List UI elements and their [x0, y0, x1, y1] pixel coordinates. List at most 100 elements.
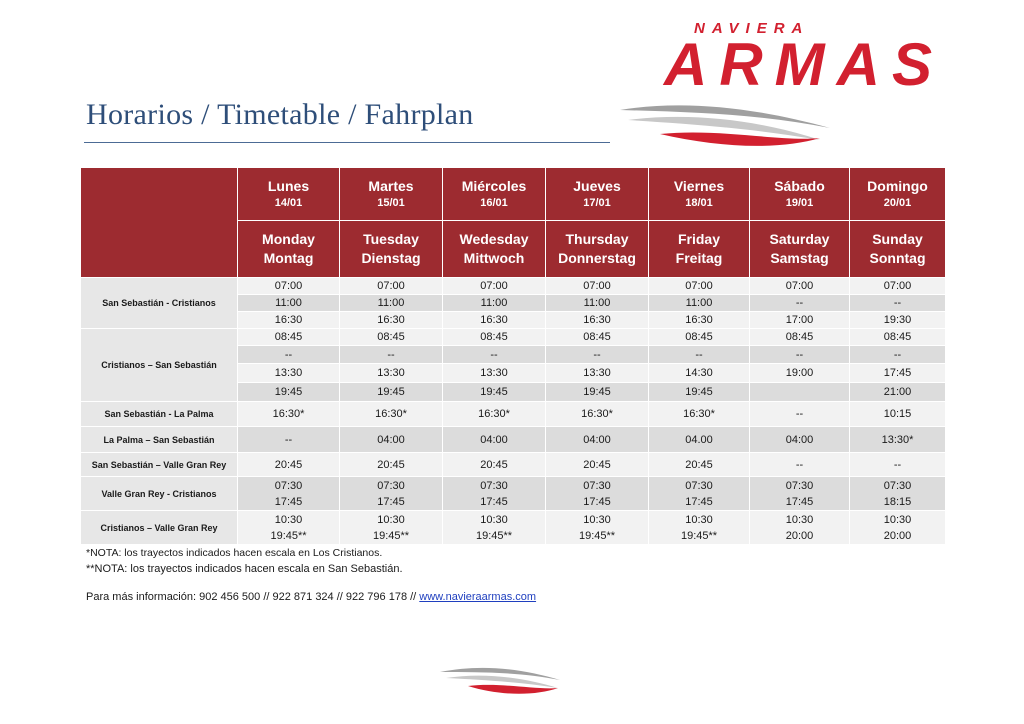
table-row: 13:30 13:30 13:30 13:30 14:30 19:00 17:45	[81, 363, 946, 383]
time-cell: 17:45	[849, 363, 946, 383]
time-cell: 07:00	[442, 277, 546, 295]
header-day-es: Viernes 18/01	[648, 167, 750, 221]
time-cell: 19:30	[849, 311, 946, 329]
time-cell: 10:30 19:45**	[339, 510, 443, 545]
day-name-es: Martes	[368, 177, 414, 194]
day-date: 18/01	[685, 196, 713, 209]
route-name: Cristianos – San Sebastián	[80, 328, 238, 402]
time-cell: --	[749, 345, 850, 364]
time-cell: 16:30*	[237, 401, 340, 427]
time-cell: 04:00	[442, 426, 546, 453]
time-cell: 08:45	[545, 328, 649, 346]
time-cell: 11:00	[339, 294, 443, 312]
table-row: 19:45 19:45 19:45 19:45 19:45 21:00	[81, 382, 946, 402]
time-cell: 04:00	[545, 426, 649, 453]
time-cell: 07:30 17:45	[442, 476, 546, 511]
header-day-en-de: Tuesday Dienstag	[339, 220, 443, 278]
note-2: **NOTA: los trayectos indicados hacen es…	[86, 563, 403, 575]
time-cell: --	[545, 345, 649, 364]
time-cell: 14:30	[648, 363, 750, 383]
time-cell: 11:00	[648, 294, 750, 312]
time-cell: 08:45	[849, 328, 946, 346]
day-date: 19/01	[785, 196, 814, 209]
route-name: San Sebastián - La Palma	[80, 401, 238, 427]
table-row: La Palma – San Sebastián -- 04:00 04:00 04:0…	[80, 426, 946, 453]
time-cell: 07:30 18:15	[849, 476, 946, 511]
time-cell: 07:00	[339, 277, 443, 295]
time-cell: 07:30 17:45	[237, 476, 340, 511]
timetable: Lunes 14/01 Martes 15/01 Miércoles 16/01 Jueve…	[80, 167, 946, 545]
table-row: San Sebastián - Cristianos 07:00 07:00 07:0…	[80, 277, 946, 329]
footer-swoosh-icon	[440, 667, 560, 694]
time-cell: 10:15	[849, 401, 946, 427]
table-row: San Sebastián - La Palma 16:30* 16:30* 16:3…	[80, 401, 946, 427]
time-cell: 04.00	[648, 426, 750, 453]
day-name-en: Friday	[677, 231, 720, 247]
time-cell: --	[339, 345, 443, 364]
time-cell: 21:00	[849, 382, 946, 402]
time-cell: 11:00	[442, 294, 546, 312]
table-row: Cristianos – Valle Gran Rey 10:30 19:45**…	[80, 510, 946, 545]
time-cell: 07:00	[545, 277, 649, 295]
day-date: 17/01	[583, 196, 611, 209]
logo-swoosh-icon	[620, 105, 830, 146]
table-row: Valle Gran Rey - Cristianos 07:30 17:45 07…	[80, 476, 946, 511]
time-cell: 04:00	[749, 426, 850, 453]
header-day-es: Lunes 14/01	[237, 167, 340, 221]
naviera-armas-logo: NAVIERA ARMAS	[620, 18, 960, 148]
note-1: *NOTA: los trayectos indicados hacen esc…	[86, 547, 383, 559]
time-cell: 07:30 17:45	[545, 476, 649, 511]
time-cell: 10:30 20:00	[749, 510, 850, 545]
time-cell: 19:45	[545, 382, 649, 402]
day-name-de: Sonntag	[869, 250, 926, 266]
header-day-en-de: Sunday Sonntag	[849, 220, 946, 278]
time-cell: 20:45	[237, 452, 340, 477]
header-day-es: Domingo 20/01	[849, 167, 946, 221]
header-day-en-de: Wedesday Mittwoch	[442, 220, 546, 278]
time-cell: 16:30*	[339, 401, 443, 427]
time-cell: 13:30	[545, 363, 649, 383]
time-cell: --	[442, 345, 546, 364]
page-title: Horarios / Timetable / Fahrplan	[86, 98, 474, 131]
time-cell: 16:30	[442, 311, 546, 329]
day-name-en: Sunday	[872, 231, 923, 247]
header-row-en-de: Monday Montag Tuesday Dienstag Wedesday Mittw…	[81, 220, 946, 278]
time-cell: 07:00	[849, 277, 946, 295]
time-cell: 08:45	[749, 328, 850, 346]
time-cell: 19:00	[749, 363, 850, 383]
time-cell: 08:45	[442, 328, 546, 346]
website-link[interactable]: www.navieraarmas.com	[419, 591, 537, 603]
time-cell: 13:30*	[849, 426, 946, 453]
time-cell: --	[237, 426, 340, 453]
time-cell: --	[749, 294, 850, 312]
time-cell: 16:30	[648, 311, 750, 329]
route-name: Cristianos – Valle Gran Rey	[80, 510, 238, 545]
route-name: La Palma – San Sebastián	[80, 426, 238, 453]
table-row: -- -- -- -- -- -- --	[81, 345, 946, 364]
time-cell: 19:45	[442, 382, 546, 402]
day-name-de: Montag	[263, 250, 314, 266]
contact-info: Para más información: 902 456 500 // 922…	[86, 591, 536, 603]
time-cell: --	[749, 401, 850, 427]
time-cell: 07:30 17:45	[749, 476, 850, 511]
route-name: San Sebastián - Cristianos	[80, 277, 238, 329]
time-cell: 07:30 17:45	[648, 476, 750, 511]
table-row: 11:00 11:00 11:00 11:00 11:00 -- --	[81, 294, 946, 312]
time-cell: 13:30	[237, 363, 340, 383]
time-cell: 07:00	[237, 277, 340, 295]
header-day-en-de: Thursday Donnerstag	[545, 220, 649, 278]
time-cell	[749, 382, 850, 402]
header-row-es: Lunes 14/01 Martes 15/01 Miércoles 16/01 Jueve…	[80, 167, 946, 278]
time-cell: 10:30 19:45**	[442, 510, 546, 545]
day-date: 20/01	[883, 196, 912, 209]
day-name-de: Mittwoch	[463, 250, 525, 266]
time-cell: 19:45	[339, 382, 443, 402]
day-date: 16/01	[480, 196, 508, 209]
day-name-es: Lunes	[267, 177, 310, 194]
time-cell: 04:00	[339, 426, 443, 453]
day-date: 15/01	[377, 196, 405, 209]
table-row: San Sebastián – Valle Gran Rey 20:45 20:45…	[80, 452, 946, 477]
day-name-en: Wedesday	[459, 231, 529, 247]
day-name-es: Jueves	[573, 177, 621, 194]
header-corner	[80, 167, 238, 278]
